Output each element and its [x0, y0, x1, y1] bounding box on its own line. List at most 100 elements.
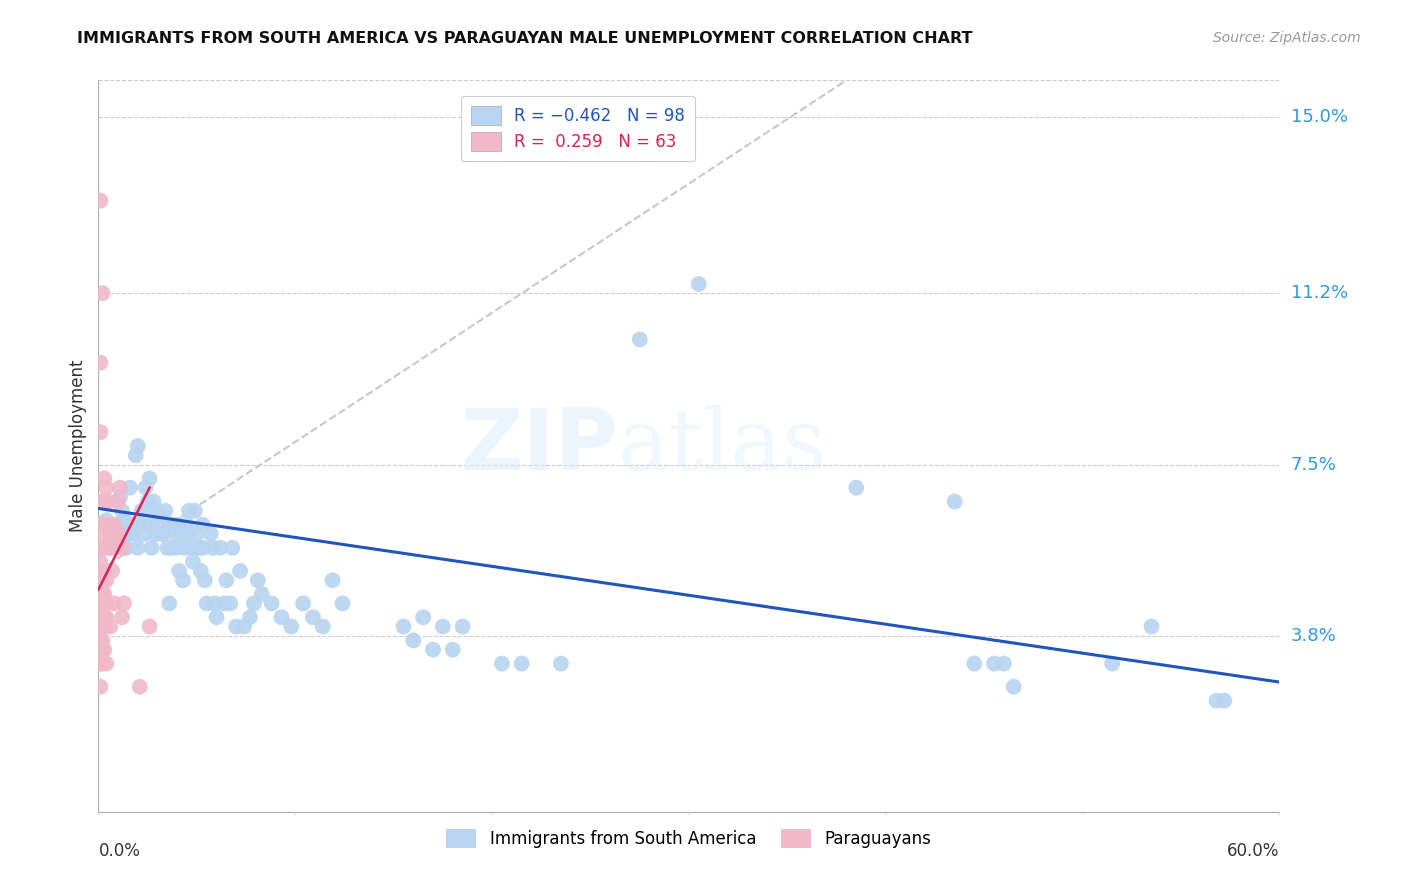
- Point: [89, 541, 111, 555]
- Point: [112, 513, 135, 527]
- Point: [91, 564, 114, 578]
- Point: [190, 564, 212, 578]
- Point: [118, 481, 141, 495]
- Point: [510, 657, 533, 671]
- Point: [93, 541, 115, 555]
- Point: [451, 619, 474, 633]
- Point: [89, 633, 111, 648]
- Point: [89, 680, 111, 694]
- Point: [105, 517, 128, 532]
- Point: [292, 596, 315, 610]
- Text: 7.5%: 7.5%: [1291, 456, 1337, 474]
- Point: [96, 657, 118, 671]
- Point: [112, 541, 135, 555]
- Point: [89, 574, 111, 588]
- Point: [250, 587, 273, 601]
- Point: [167, 517, 190, 532]
- Point: [170, 527, 193, 541]
- Text: 3.8%: 3.8%: [1291, 627, 1336, 645]
- Point: [89, 610, 111, 624]
- Point: [983, 657, 1005, 671]
- Point: [312, 619, 335, 633]
- Point: [993, 657, 1015, 671]
- Point: [322, 574, 344, 588]
- Point: [142, 494, 165, 508]
- Point: [422, 642, 444, 657]
- Point: [97, 494, 120, 508]
- Point: [205, 610, 228, 624]
- Point: [108, 481, 131, 495]
- Point: [105, 527, 128, 541]
- Text: ZIP: ZIP: [460, 404, 619, 488]
- Point: [229, 564, 252, 578]
- Legend: Immigrants from South America, Paraguayans: Immigrants from South America, Paraguaya…: [440, 822, 938, 855]
- Point: [167, 564, 190, 578]
- Point: [157, 517, 180, 532]
- Point: [221, 541, 243, 555]
- Point: [181, 555, 204, 569]
- Point: [246, 574, 269, 588]
- Point: [145, 504, 167, 518]
- Point: [89, 596, 111, 610]
- Point: [101, 541, 124, 555]
- Point: [89, 494, 111, 508]
- Point: [111, 610, 134, 624]
- Point: [93, 517, 115, 532]
- Point: [280, 619, 302, 633]
- Point: [96, 610, 118, 624]
- Point: [89, 657, 111, 671]
- Point: [101, 564, 124, 578]
- Text: 11.2%: 11.2%: [1291, 285, 1348, 302]
- Point: [132, 527, 155, 541]
- Point: [127, 541, 149, 555]
- Point: [180, 541, 202, 555]
- Point: [243, 596, 266, 610]
- Point: [93, 587, 115, 601]
- Point: [177, 527, 200, 541]
- Point: [131, 504, 153, 518]
- Point: [111, 541, 134, 555]
- Point: [165, 527, 187, 541]
- Point: [89, 356, 111, 370]
- Text: IMMIGRANTS FROM SOUTH AMERICA VS PARAGUAYAN MALE UNEMPLOYMENT CORRELATION CHART: IMMIGRANTS FROM SOUTH AMERICA VS PARAGUA…: [77, 31, 973, 46]
- Point: [91, 587, 114, 601]
- Point: [89, 517, 111, 532]
- Point: [145, 527, 167, 541]
- Point: [550, 657, 572, 671]
- Point: [201, 541, 224, 555]
- Point: [166, 541, 188, 555]
- Text: Source: ZipAtlas.com: Source: ZipAtlas.com: [1213, 31, 1361, 45]
- Point: [184, 504, 207, 518]
- Point: [225, 619, 247, 633]
- Point: [219, 596, 242, 610]
- Point: [128, 680, 150, 694]
- Point: [89, 517, 111, 532]
- Point: [89, 642, 111, 657]
- Point: [162, 517, 184, 532]
- Point: [91, 633, 114, 648]
- Text: 15.0%: 15.0%: [1291, 108, 1347, 127]
- Point: [89, 587, 111, 601]
- Point: [177, 504, 200, 518]
- Point: [141, 541, 163, 555]
- Point: [128, 517, 150, 532]
- Point: [963, 657, 986, 671]
- Point: [176, 517, 198, 532]
- Point: [93, 619, 115, 633]
- Point: [138, 471, 160, 485]
- Point: [186, 527, 208, 541]
- Point: [194, 574, 217, 588]
- Point: [98, 527, 121, 541]
- Point: [89, 425, 111, 439]
- Point: [89, 541, 111, 555]
- Point: [98, 541, 121, 555]
- Point: [628, 333, 651, 347]
- Point: [135, 481, 157, 495]
- Point: [191, 517, 214, 532]
- Point: [91, 286, 114, 301]
- Point: [1140, 619, 1163, 633]
- Point: [270, 610, 292, 624]
- Point: [332, 596, 354, 610]
- Point: [412, 610, 434, 624]
- Point: [121, 517, 143, 532]
